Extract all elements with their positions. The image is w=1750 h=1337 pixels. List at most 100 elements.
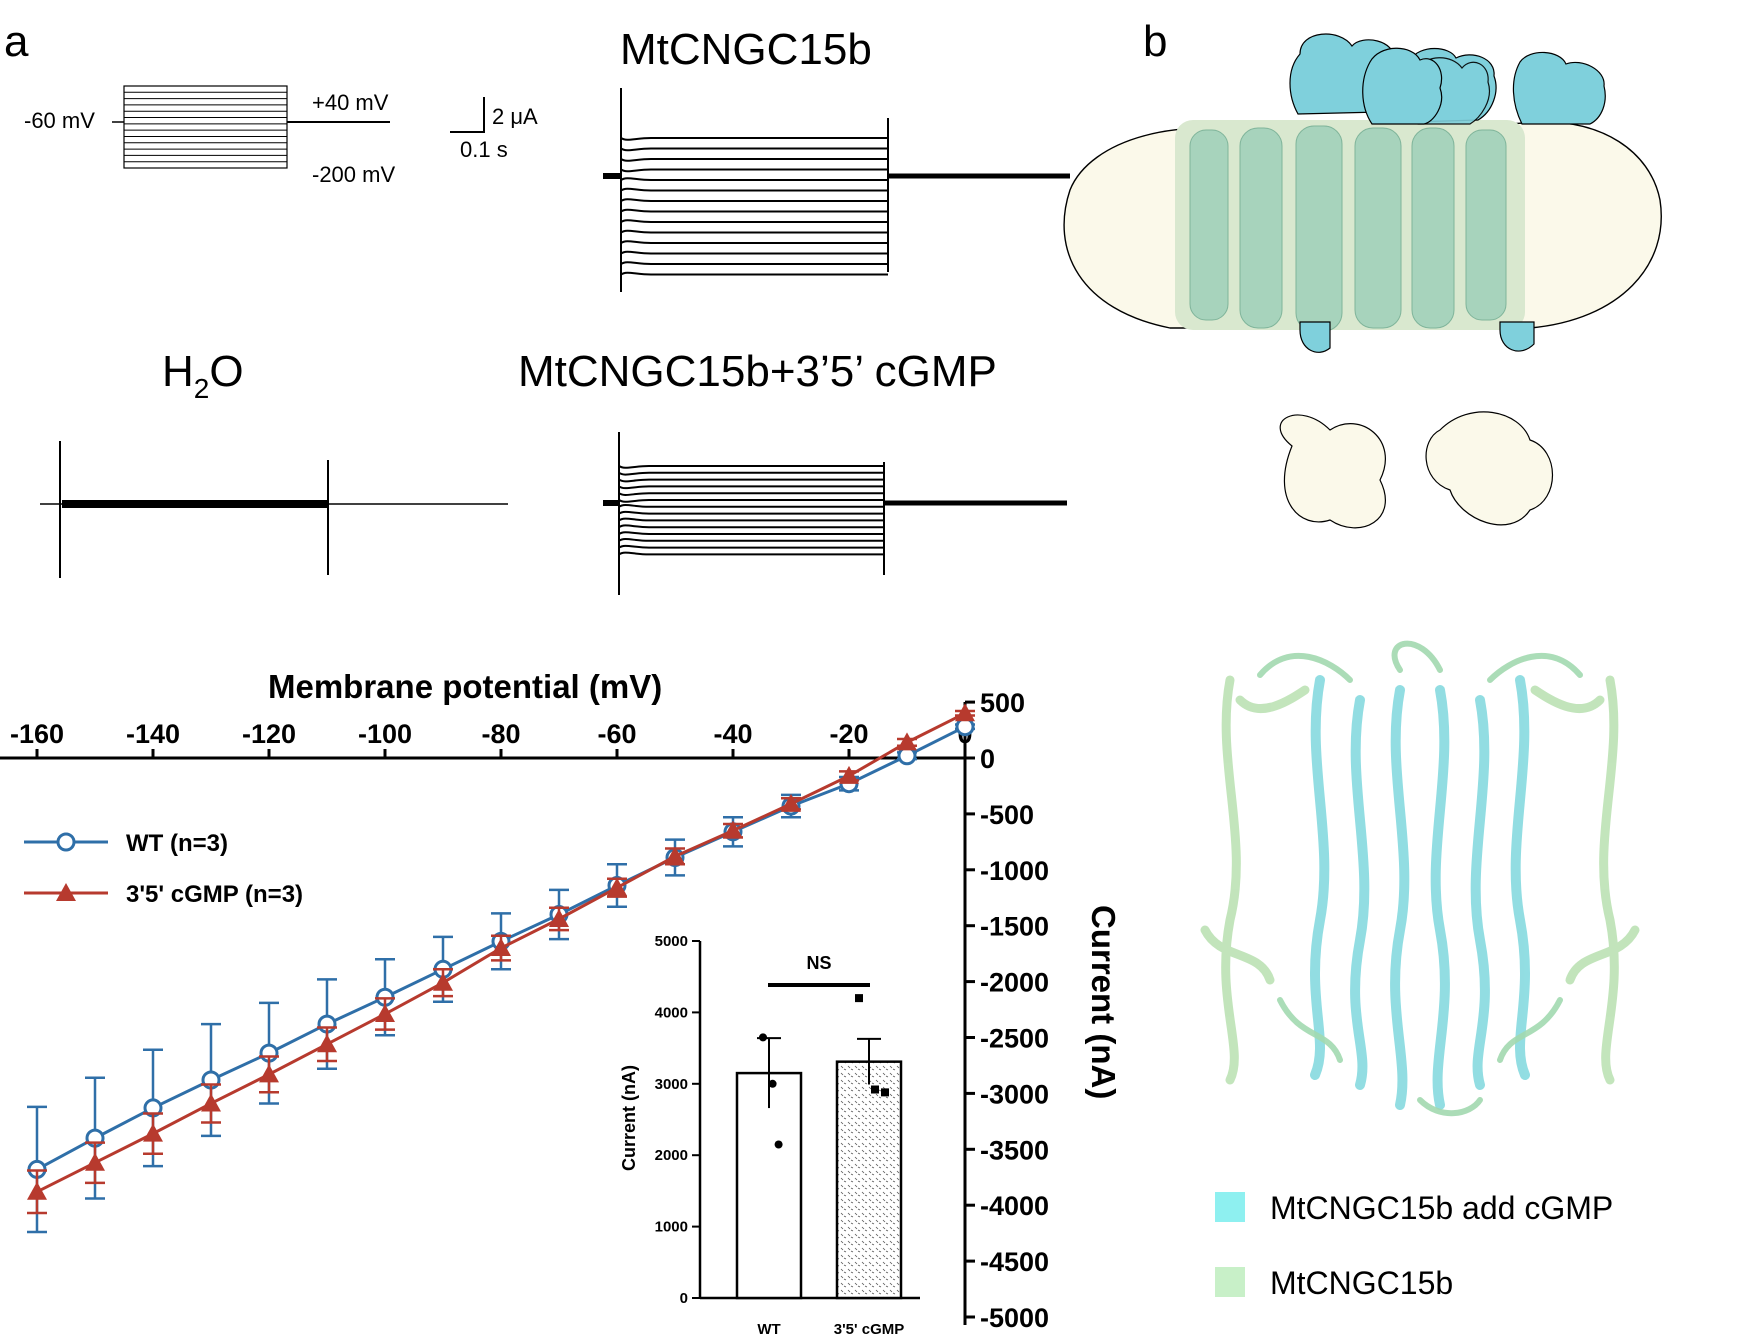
- trace-sweep: [618, 531, 884, 535]
- iv-x-tick-label: -100: [358, 719, 412, 749]
- iv-x-tick-label: -40: [713, 719, 752, 749]
- inset-bar-cgmp: [835, 1060, 903, 1300]
- iv-y-tick-label: -3000: [980, 1079, 1049, 1109]
- trace-sweep: [618, 492, 884, 496]
- trace-sweep: [620, 208, 888, 213]
- trace-sweep: [620, 271, 888, 276]
- iv-y-tick-label: -1000: [980, 856, 1049, 886]
- trace-sweep-band: [62, 500, 328, 508]
- trace-title-mtcngc: MtCNGC15b: [620, 25, 872, 74]
- inset-y-tick-label: 2000: [655, 1147, 688, 1164]
- inset-ns-label: NS: [806, 953, 831, 973]
- trace-sweep: [618, 485, 884, 490]
- iv-point-cgmp: [607, 877, 627, 896]
- voltage-protocol: -60 mV +40 mV -200 mV: [24, 85, 395, 187]
- iv-y-tick-label: -4500: [980, 1247, 1049, 1277]
- panel-b-label: b: [1143, 17, 1167, 66]
- iv-point-cgmp: [375, 1004, 395, 1023]
- inset-point: [855, 994, 863, 1003]
- current-trace-mtcngc: [603, 88, 1070, 292]
- legend-label-add-cgmp: MtCNGC15b add cGMP: [1270, 1190, 1613, 1226]
- iv-y-tick-label: -500: [980, 800, 1034, 830]
- trace-sweep: [618, 465, 884, 469]
- iv-point-cgmp: [433, 972, 453, 991]
- iv-y-tick-label: 500: [980, 688, 1025, 718]
- trace-sweep: [620, 229, 888, 234]
- panel-a-label: a: [4, 17, 29, 66]
- trace-sweep: [618, 538, 884, 542]
- trace-sweep: [620, 198, 888, 202]
- iv-y-tick-label: -2000: [980, 968, 1049, 998]
- iv-point-cgmp: [549, 908, 569, 927]
- iv-x-tick-label: -20: [829, 719, 868, 749]
- scale-bar-time: 0.1 s: [460, 137, 508, 162]
- iv-x-tick-label: -60: [597, 719, 636, 749]
- iv-point-cgmp: [201, 1093, 221, 1112]
- iv-legend-cgmp-label: 3'5' cGMP (n=3): [126, 881, 303, 908]
- iv-point-cgmp: [839, 765, 859, 784]
- trace-sweep: [618, 517, 884, 522]
- trace-sweep: [618, 471, 884, 476]
- trace-sweep: [620, 240, 888, 244]
- iv-point-cgmp: [897, 732, 917, 751]
- iv-y-ticks: 500 0 -500 -1000 -1500 -2000 -2500 -3000 -3500 -4…: [965, 688, 1049, 1333]
- iv-point-cgmp: [85, 1152, 105, 1171]
- legend-label-mtcngc: MtCNGC15b: [1270, 1265, 1453, 1301]
- ribbon-structure: [1200, 640, 1640, 1117]
- iv-y-axis-title: Current (nA): [1085, 905, 1122, 1099]
- trace-sweep: [618, 504, 884, 508]
- inset-y-tick-label: 1000: [655, 1219, 688, 1236]
- trace-sweep: [620, 250, 888, 255]
- iv-legend-wt-label: WT (n=3): [126, 830, 228, 857]
- iv-y-tick-label: 0: [980, 744, 995, 774]
- iv-y-tick-label: -2500: [980, 1024, 1049, 1054]
- legend-swatch-add-cgmp: [1215, 1192, 1245, 1222]
- iv-series: [27, 703, 975, 1234]
- iv-legend: WT (n=3) 3'5' cGMP (n=3): [24, 830, 303, 908]
- protocol-bottom-label: -200 mV: [312, 162, 395, 187]
- inset-y-axis-title: Current (nA): [619, 1065, 639, 1171]
- inset-y-tick-label: 5000: [655, 933, 688, 950]
- iv-x-tick-label: -140: [126, 719, 180, 749]
- inset-y-ticks: 0 1000 2000 3000 4000 5000: [655, 933, 700, 1307]
- trace-title-water: H2O: [162, 347, 244, 404]
- trace-sweep: [620, 147, 888, 152]
- trace-sweep: [618, 524, 884, 529]
- iv-x-tick-label: -160: [10, 719, 64, 749]
- iv-x-axis-title: Membrane potential (mV): [268, 668, 662, 705]
- trace-sweep: [620, 137, 888, 141]
- iv-y-tick-label: -5000: [980, 1303, 1049, 1333]
- iv-point-cgmp: [143, 1123, 163, 1142]
- iv-x-tick-label: -80: [481, 719, 520, 749]
- inset-bars: WT 3'5' cGMP: [735, 994, 905, 1337]
- trace-sweep: [618, 510, 884, 515]
- scale-bar: 2 μA 0.1 s: [450, 97, 538, 162]
- iv-point-cgmp: [665, 846, 685, 865]
- inset-point: [881, 1088, 889, 1097]
- iv-y-tick-label: -1500: [980, 912, 1049, 942]
- trace-sweep: [620, 261, 888, 265]
- inset-y-tick-label: 3000: [655, 1076, 688, 1093]
- inset-error-bar: [857, 1037, 881, 1085]
- iv-x-ticks: -160-140-120-100-80-60-40-200: [10, 719, 973, 758]
- structure-legend: MtCNGC15b add cGMP MtCNGC15b: [1215, 1190, 1613, 1301]
- trace-sweep: [618, 478, 884, 483]
- trace-sweep: [620, 187, 888, 192]
- iv-point-cgmp: [955, 703, 975, 722]
- scale-bar-current: 2 μA: [492, 104, 538, 129]
- current-trace-water: [40, 441, 508, 578]
- inset-y-tick-label: 0: [680, 1290, 688, 1307]
- protocol-holding-label: -60 mV: [24, 108, 95, 133]
- inset-point: [774, 1140, 783, 1149]
- iv-legend-cgmp-marker: [56, 883, 76, 901]
- trace-sweep: [618, 551, 884, 556]
- inset-category-label: 3'5' cGMP: [834, 1321, 905, 1337]
- inset-bar-wt: [735, 1071, 803, 1300]
- inset-y-tick-label: 4000: [655, 1004, 688, 1021]
- trace-sweep: [620, 158, 888, 162]
- trace-sweep: [618, 499, 884, 503]
- iv-plot: Membrane potential (mV) -160 -140 -120 -100…: [0, 668, 1122, 1333]
- trace-title-mtcngc-cgmp: MtCNGC15b+3’5’ cGMP: [518, 347, 997, 396]
- iv-y-tick-label: -3500: [980, 1135, 1049, 1165]
